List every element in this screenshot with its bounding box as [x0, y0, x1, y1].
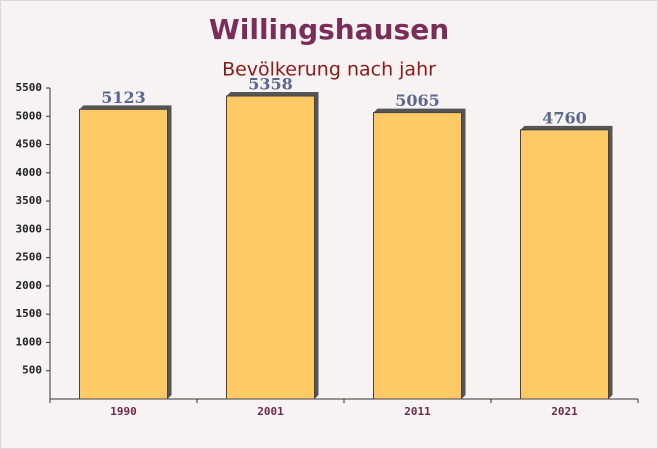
- x-tick-label: 1990: [110, 405, 137, 418]
- y-tick-label: 1000: [16, 335, 43, 348]
- y-tick-label: 4500: [16, 138, 43, 151]
- y-tick-label: 5500: [16, 81, 43, 94]
- x-tick-label: 2011: [404, 405, 431, 418]
- y-tick-label: 3500: [16, 194, 43, 207]
- y-tick-label: 5000: [16, 109, 43, 122]
- value-label: 5358: [248, 75, 293, 94]
- value-label: 5065: [395, 91, 440, 110]
- chart-title: Willingshausen: [209, 13, 449, 46]
- value-label: 4760: [542, 108, 587, 127]
- bar: [79, 108, 168, 400]
- y-tick-label: 500: [22, 364, 42, 377]
- y-tick-label: 2000: [16, 279, 43, 292]
- y-tick-label: 4000: [16, 166, 43, 179]
- y-tick-label: 3000: [16, 222, 43, 235]
- x-tick-label: 2001: [257, 405, 284, 418]
- bar: [226, 95, 315, 400]
- chart-subtitle: Bevölkerung nach jahr: [222, 59, 436, 81]
- y-tick-label: 1500: [16, 307, 43, 320]
- y-tick-label: 2500: [16, 251, 43, 264]
- bar: [373, 112, 462, 400]
- x-tick-label: 2021: [551, 405, 578, 418]
- bar: [520, 129, 609, 400]
- value-label: 5123: [101, 88, 146, 107]
